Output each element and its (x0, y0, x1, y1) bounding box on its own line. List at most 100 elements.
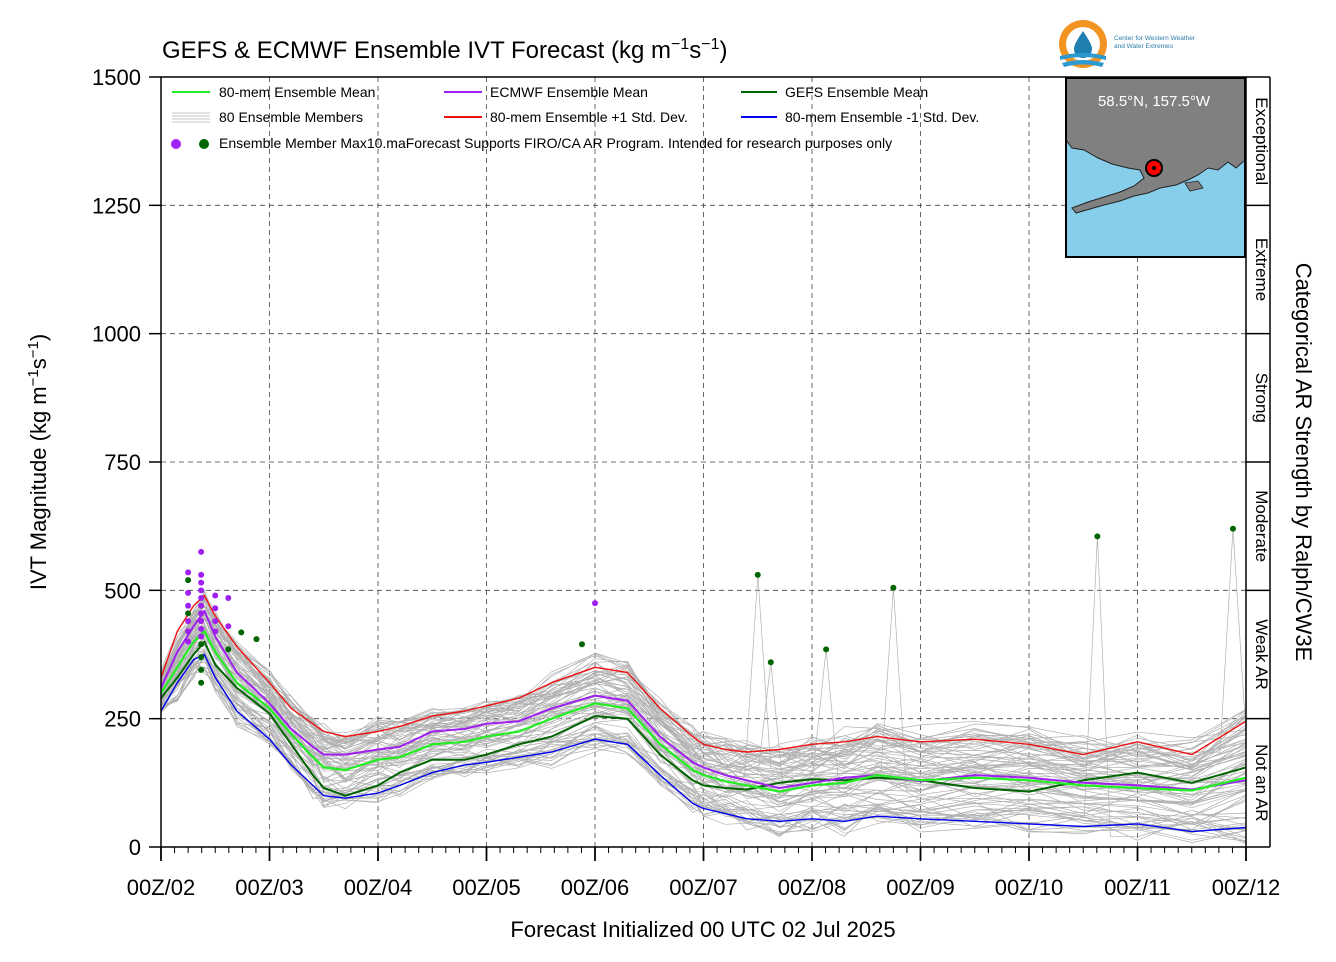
category-label: Weak AR (1252, 619, 1271, 690)
x-tick-label: 00Z/02 (127, 875, 196, 900)
ensemble-member-line (160, 617, 1247, 773)
max-marker (185, 628, 192, 635)
category-label: Exceptional (1252, 97, 1271, 185)
ensemble-member-line (160, 647, 1247, 814)
category-label: Not an AR (1252, 744, 1271, 822)
max-marker (225, 623, 232, 630)
max-marker (198, 595, 205, 602)
drop-icon (1074, 31, 1092, 58)
ensemble-member-line (160, 644, 1247, 817)
max-marker (185, 602, 192, 609)
max-marker (767, 659, 774, 666)
category-label: Strong (1252, 373, 1271, 423)
max-marker (212, 628, 219, 635)
legend-note: Ensemble Member Max10.maForecast Support… (219, 135, 892, 151)
x-tick-label: 00Z/09 (886, 875, 955, 900)
ensemble-member-line (160, 600, 1247, 767)
x-tick-label: 00Z/11 (1104, 875, 1171, 900)
ensemble-member-line (160, 655, 1247, 837)
y-tick-label: 500 (104, 578, 141, 603)
legend-gefs-mean: GEFS Ensemble Mean (785, 84, 928, 100)
inset-map-label: 58.5°N, 157.5°W (1098, 93, 1211, 110)
legend-ecmwf-mean: ECMWF Ensemble Mean (490, 84, 648, 100)
x-tick-label: 00Z/08 (778, 875, 847, 900)
ensemble-member-line (160, 650, 1247, 829)
logo-text-line2: and Water Extremes (1114, 43, 1174, 50)
legend-dot-ecmwf (171, 139, 181, 149)
max-marker (198, 633, 205, 640)
ensemble-member-line (160, 605, 1247, 780)
max-marker (198, 548, 205, 555)
max-marker (225, 595, 232, 602)
max-marker (185, 589, 192, 596)
max-marker (212, 592, 219, 599)
ensemble-member-line (160, 606, 1247, 759)
max-marker (198, 641, 205, 648)
max-markers (185, 525, 1236, 686)
max-marker (198, 602, 205, 609)
x-tick-label: 00Z/07 (669, 875, 738, 900)
ensemble-member-line (160, 606, 1247, 768)
max-marker (185, 638, 192, 645)
x-tick-label: 00Z/06 (561, 875, 630, 900)
max-marker (1094, 533, 1101, 540)
y-tick-label: 750 (104, 450, 141, 475)
x-tick-label: 00Z/05 (452, 875, 521, 900)
legend: 80-mem Ensemble Mean ECMWF Ensemble Mean… (171, 84, 979, 151)
ensemble-member-line (160, 665, 1247, 839)
max-marker (890, 584, 897, 591)
ensemble-member-line (160, 651, 1247, 842)
max-marker (185, 618, 192, 625)
max-marker (823, 646, 830, 653)
legend-ensemble-mean: 80-mem Ensemble Mean (219, 84, 375, 100)
y-tick-label: 0 (129, 835, 141, 860)
legend-dot-gefs (199, 139, 209, 149)
x-tick-label: 00Z/10 (995, 875, 1064, 900)
max-marker (212, 618, 219, 625)
ensemble-member-line (160, 650, 1247, 830)
series-line (160, 640, 1247, 797)
max-marker (185, 569, 192, 576)
max-marker (253, 636, 260, 643)
legend-plus-std: 80-mem Ensemble +1 Std. Dev. (490, 109, 688, 125)
max-marker (198, 610, 205, 617)
series-lines (160, 594, 1247, 833)
ensemble-member-line (160, 632, 1247, 798)
y-axis-label: IVT Magnitude (kg m−1s−1) (25, 334, 51, 590)
category-labels: Not an AR Weak AR Moderate Strong Extreme Exc… (1252, 97, 1271, 821)
y-axis-ticks: 0 250 500 750 1000 1250 1500 (92, 65, 1270, 860)
series-line (160, 594, 1247, 756)
max-marker (754, 571, 761, 578)
y-tick-label: 250 (104, 707, 141, 732)
max-marker (198, 618, 205, 625)
inset-map-land (1065, 77, 1246, 214)
max-marker (198, 579, 205, 586)
ensemble-member-line (160, 656, 1247, 834)
ensemble-member-line (160, 652, 1247, 836)
max-marker (592, 600, 598, 607)
max-marker (185, 577, 192, 584)
x-tick-label: 00Z/12 (1212, 875, 1281, 900)
ensemble-member-line (160, 664, 1247, 843)
max-marker (578, 641, 585, 648)
y-tick-label: 1500 (92, 65, 141, 90)
max-marker (198, 625, 205, 632)
inset-map-frame (1065, 77, 1246, 258)
x-tick-label: 00Z/03 (235, 875, 304, 900)
ensemble-member-line (160, 605, 1247, 758)
legend-members: 80 Ensemble Members (219, 109, 363, 125)
inset-map-island (1184, 180, 1204, 192)
cw3e-logo: Center for Western Weather and Water Ext… (1059, 20, 1196, 68)
max-marker (185, 610, 192, 617)
ensemble-member-line (160, 628, 1247, 787)
inset-map: 58.5°N, 157.5°W (1065, 77, 1246, 258)
max-marker (225, 646, 232, 653)
ensemble-member-line (160, 598, 1247, 758)
grid-lines (161, 77, 1246, 847)
ensemble-member-line (160, 641, 1247, 806)
ensemble-member-line (160, 654, 1247, 832)
max-marker (238, 629, 245, 636)
max-marker (198, 571, 205, 578)
x-tick-label: 00Z/04 (344, 875, 413, 900)
